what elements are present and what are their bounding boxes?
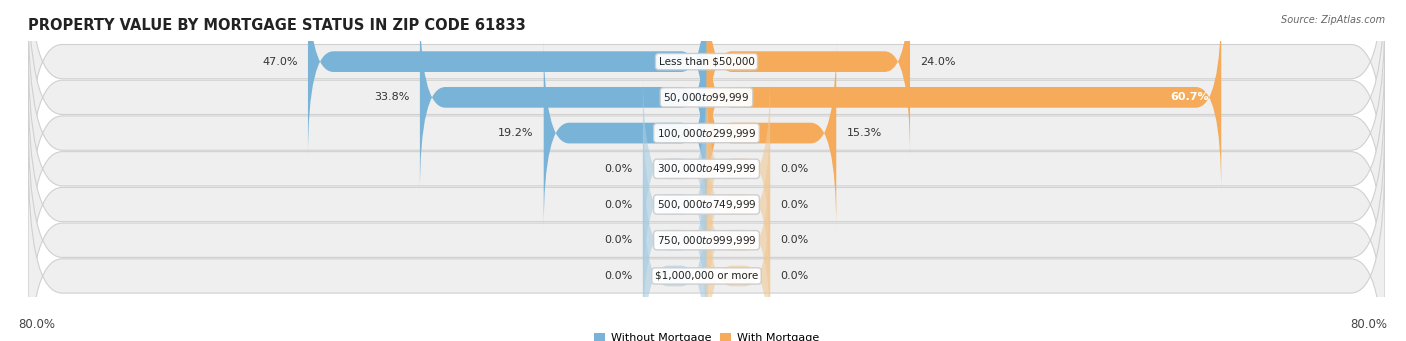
FancyBboxPatch shape [707, 36, 837, 230]
Text: 0.0%: 0.0% [780, 164, 808, 174]
Text: $50,000 to $99,999: $50,000 to $99,999 [664, 91, 749, 104]
FancyBboxPatch shape [707, 72, 770, 266]
FancyBboxPatch shape [643, 144, 707, 337]
FancyBboxPatch shape [28, 0, 1385, 223]
Text: $100,000 to $299,999: $100,000 to $299,999 [657, 127, 756, 139]
Text: 19.2%: 19.2% [498, 128, 533, 138]
Text: 0.0%: 0.0% [605, 235, 633, 245]
FancyBboxPatch shape [643, 108, 707, 301]
FancyBboxPatch shape [643, 179, 707, 341]
FancyBboxPatch shape [544, 36, 707, 230]
Text: 0.0%: 0.0% [605, 271, 633, 281]
FancyBboxPatch shape [707, 1, 1222, 194]
FancyBboxPatch shape [420, 1, 707, 194]
FancyBboxPatch shape [28, 43, 1385, 295]
Text: 0.0%: 0.0% [780, 235, 808, 245]
Text: $500,000 to $749,999: $500,000 to $749,999 [657, 198, 756, 211]
Text: Less than $50,000: Less than $50,000 [658, 57, 755, 66]
FancyBboxPatch shape [28, 115, 1385, 341]
FancyBboxPatch shape [707, 0, 910, 159]
Text: 0.0%: 0.0% [605, 199, 633, 209]
Text: 0.0%: 0.0% [780, 199, 808, 209]
FancyBboxPatch shape [643, 72, 707, 266]
FancyBboxPatch shape [707, 144, 770, 337]
Text: 80.0%: 80.0% [1351, 318, 1388, 331]
FancyBboxPatch shape [28, 79, 1385, 330]
Text: $1,000,000 or more: $1,000,000 or more [655, 271, 758, 281]
FancyBboxPatch shape [308, 0, 707, 159]
Text: 0.0%: 0.0% [605, 164, 633, 174]
Legend: Without Mortgage, With Mortgage: Without Mortgage, With Mortgage [589, 328, 824, 341]
Text: 33.8%: 33.8% [374, 92, 409, 102]
FancyBboxPatch shape [707, 108, 770, 301]
FancyBboxPatch shape [707, 179, 770, 341]
Text: 80.0%: 80.0% [18, 318, 55, 331]
Text: $750,000 to $999,999: $750,000 to $999,999 [657, 234, 756, 247]
Text: Source: ZipAtlas.com: Source: ZipAtlas.com [1281, 15, 1385, 25]
FancyBboxPatch shape [28, 8, 1385, 259]
Text: 24.0%: 24.0% [920, 57, 956, 66]
Text: 0.0%: 0.0% [780, 271, 808, 281]
Text: 60.7%: 60.7% [1170, 92, 1209, 102]
Text: 47.0%: 47.0% [263, 57, 298, 66]
FancyBboxPatch shape [28, 150, 1385, 341]
Text: 15.3%: 15.3% [846, 128, 882, 138]
Text: PROPERTY VALUE BY MORTGAGE STATUS IN ZIP CODE 61833: PROPERTY VALUE BY MORTGAGE STATUS IN ZIP… [28, 18, 526, 33]
FancyBboxPatch shape [28, 0, 1385, 187]
Text: $300,000 to $499,999: $300,000 to $499,999 [657, 162, 756, 175]
